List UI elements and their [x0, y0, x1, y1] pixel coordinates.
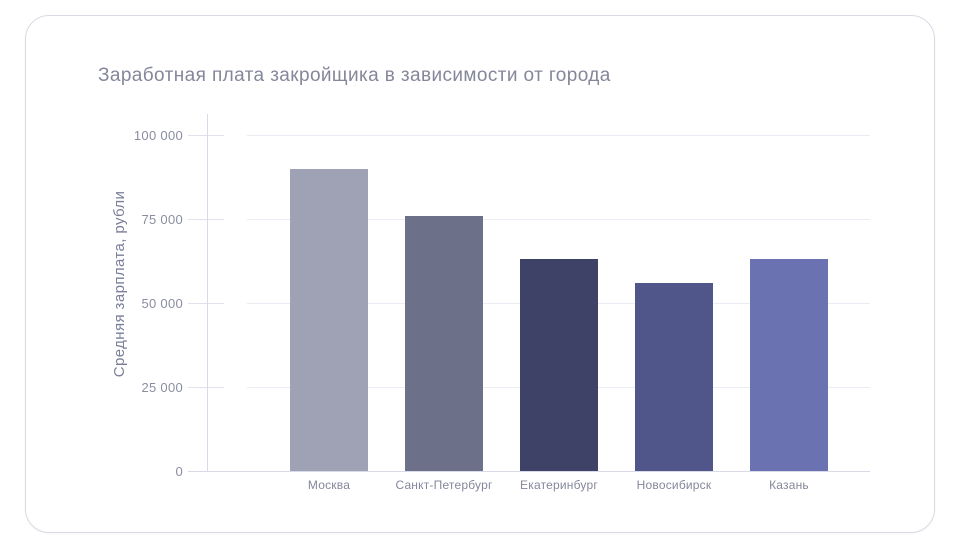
bar-Казань[interactable] [750, 259, 828, 471]
y-tick-label: 0 [175, 464, 183, 479]
y-tick-label: 100 000 [133, 128, 183, 143]
chart-title: Заработная плата закройщика в зависимост… [98, 65, 611, 86]
bar-Москва[interactable] [290, 168, 368, 471]
y-axis-line [207, 114, 208, 471]
bar-Екатеринбург[interactable] [520, 259, 598, 471]
x-tick-label: Новосибирск [636, 478, 712, 492]
y-axis-title: Средняя зарплата, рубли [111, 190, 128, 378]
x-tick-label: Москва [307, 478, 351, 492]
y-tick-label: 50 000 [141, 296, 183, 311]
y-axis-tick [188, 135, 224, 136]
bar-Санкт-Петербург[interactable] [405, 215, 483, 471]
x-tick-label: Казань [769, 478, 809, 492]
x-tick-label: Санкт-Петербург [395, 478, 493, 492]
bar-Новосибирск[interactable] [635, 282, 713, 471]
y-tick-label: 75 000 [141, 212, 183, 227]
gridline [247, 135, 870, 136]
gridline [247, 219, 870, 220]
x-axis-line [188, 471, 870, 472]
y-tick-label: 25 000 [141, 380, 183, 395]
chart-card: Заработная плата закройщика в зависимост… [25, 15, 935, 533]
y-axis-tick [188, 303, 224, 304]
y-axis-tick [188, 387, 224, 388]
y-axis-tick [188, 219, 224, 220]
x-tick-label: Екатеринбург [520, 478, 598, 492]
